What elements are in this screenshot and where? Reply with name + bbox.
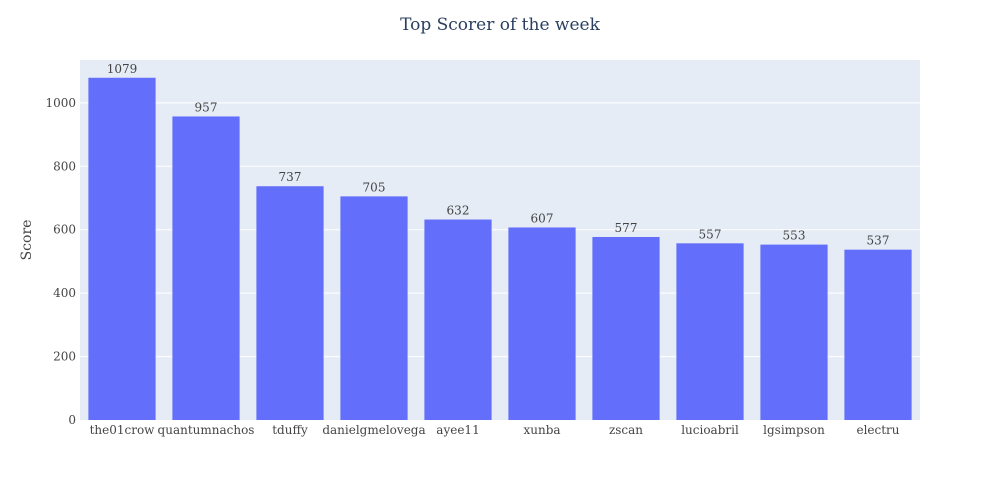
bar xyxy=(760,244,828,420)
bar xyxy=(340,196,408,420)
x-tick-label: ayee11 xyxy=(436,423,479,437)
y-tick-label: 800 xyxy=(53,159,76,173)
y-axis-ticks: 0 200 400 600 800 1000 xyxy=(45,96,76,427)
y-tick-label: 400 xyxy=(53,286,76,300)
y-tick-label: 1000 xyxy=(45,96,76,110)
y-axis-title: Score xyxy=(19,220,35,261)
bar xyxy=(508,227,576,420)
data-label: 1079 xyxy=(107,62,138,76)
bar xyxy=(424,219,492,420)
x-tick-label: quantumnachos xyxy=(158,423,255,437)
data-label: 577 xyxy=(615,221,638,235)
y-tick-label: 600 xyxy=(53,223,76,237)
x-axis-ticks: the01crow quantumnachos tduffy danielgmelov… xyxy=(90,423,900,437)
data-label: 957 xyxy=(195,100,218,114)
data-labels: 1079 957 737 705 632 607 577 557 553 537 xyxy=(107,62,890,248)
x-tick-label: lucioabril xyxy=(681,423,739,437)
bar xyxy=(592,236,660,420)
data-label: 632 xyxy=(447,204,470,218)
x-tick-label: zscan xyxy=(609,423,643,437)
bar xyxy=(88,77,156,420)
data-label: 553 xyxy=(783,229,806,243)
data-label: 607 xyxy=(531,211,554,225)
bar xyxy=(172,116,240,420)
x-tick-label: lgsimpson xyxy=(763,423,825,437)
bars xyxy=(88,77,912,420)
x-tick-label: danielgmelovega xyxy=(322,423,425,437)
y-tick-label: 200 xyxy=(53,350,76,364)
data-label: 737 xyxy=(279,170,302,184)
bar xyxy=(844,249,912,420)
data-label: 537 xyxy=(867,234,890,248)
bar xyxy=(676,243,744,420)
x-tick-label: the01crow xyxy=(90,423,156,437)
chart-title: Top Scorer of the week xyxy=(400,15,601,35)
y-tick-label: 0 xyxy=(68,413,76,427)
x-tick-label: xunba xyxy=(523,423,560,437)
x-tick-label: tduffy xyxy=(272,423,308,437)
bar xyxy=(256,186,324,420)
data-label: 705 xyxy=(363,180,386,194)
x-tick-label: electru xyxy=(856,423,899,437)
data-label: 557 xyxy=(699,227,722,241)
